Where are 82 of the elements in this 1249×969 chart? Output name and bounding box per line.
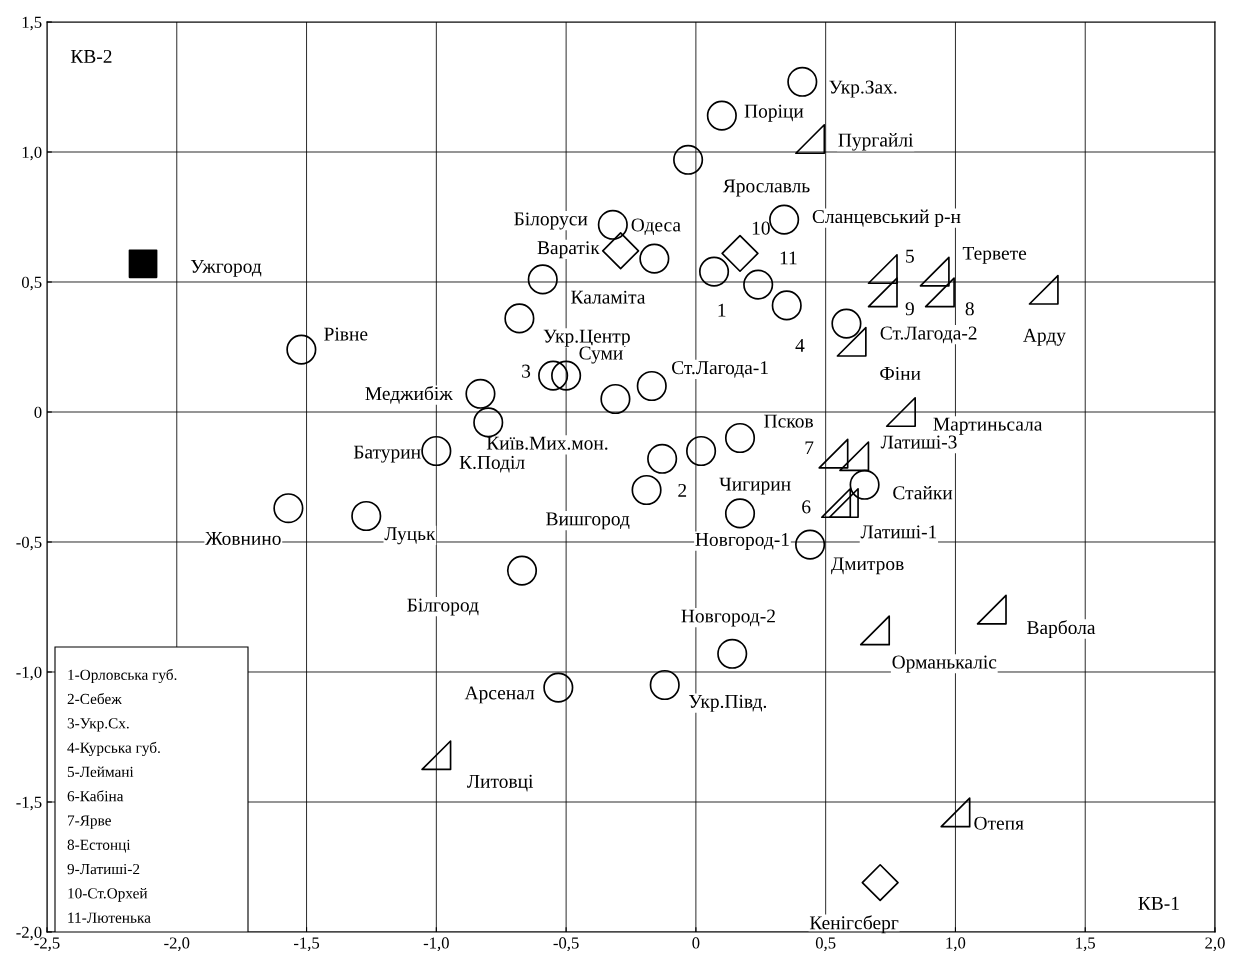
- annotation: Укр.Центр: [543, 329, 630, 347]
- x-tick-label: -1,0: [423, 937, 449, 951]
- annotation: Арсенал: [464, 686, 535, 704]
- annotation: 1-Орловська губ.: [68, 668, 177, 684]
- annotation: Орманькаліс: [892, 655, 997, 673]
- annotation: Кенігсберг: [809, 915, 899, 934]
- x-tick-label: 0: [692, 937, 700, 949]
- annotation: Ст.Лагода-2: [880, 326, 977, 344]
- annotation: Меджибіж: [365, 385, 453, 404]
- annotation: Луцьк: [384, 527, 436, 545]
- annotation: Варатік: [537, 241, 600, 259]
- annotation: Тервете: [962, 246, 1027, 264]
- x-tick-label: -2,0: [164, 937, 190, 951]
- annotation: Укр.Півд.: [688, 694, 767, 712]
- annotation: Чигирин: [719, 477, 791, 495]
- annotation: 11-Лютенька: [68, 912, 151, 923]
- y-tick-label: 0,5: [21, 276, 42, 291]
- annotation: Вишгород: [546, 512, 630, 530]
- annotation: Отепя: [974, 816, 1024, 830]
- annotation: 2: [678, 483, 687, 497]
- y-axis-title: КВ-2: [70, 49, 112, 63]
- y-tick-label: 1,5: [22, 16, 42, 31]
- y-tick-label: 0: [34, 406, 42, 418]
- annotation: Суми: [579, 346, 623, 364]
- annotation: Стайки: [893, 485, 953, 500]
- x-tick-label: 2,0: [1205, 937, 1225, 951]
- annotation: Пургайлі: [838, 133, 914, 151]
- annotation: 11: [780, 251, 797, 265]
- annotation: 7-Ярве: [68, 815, 111, 829]
- annotation: 1: [718, 303, 726, 317]
- annotation: Ст.Лагода-1: [672, 361, 768, 378]
- annotation: Псков: [764, 414, 813, 428]
- y-tick-label: -1,5: [16, 796, 42, 811]
- annotation: Дмитров: [831, 557, 904, 575]
- annotation: Одеса: [631, 218, 681, 236]
- annotation: Рівне: [324, 327, 368, 341]
- annotation: Білгород: [407, 598, 479, 616]
- annotation: Київ.Мих.мон.: [486, 436, 608, 450]
- x-tick-label: -0,5: [553, 937, 579, 951]
- annotation: Жовнино: [205, 532, 281, 546]
- annotation: 5-Леймані: [67, 766, 134, 778]
- x-tick-label: -1,5: [293, 937, 320, 951]
- annotation: Поріци: [744, 104, 804, 122]
- annotation: 3: [522, 364, 531, 378]
- annotation: 9: [905, 302, 914, 316]
- annotation: 10: [752, 221, 770, 235]
- annotation: Укр.Зах.: [829, 80, 897, 98]
- x-tick-label: 0,5: [815, 937, 836, 951]
- annotation: 4-Курська губ.: [67, 741, 160, 757]
- y-tick-label: -1,0: [16, 666, 42, 681]
- annotation: Литовці: [467, 774, 534, 792]
- annotation: Сланцевський р-н: [812, 209, 961, 228]
- annotation: Ужгород: [190, 259, 262, 277]
- annotation: Білоруси: [514, 212, 588, 230]
- annotation: Латиші-1: [860, 525, 937, 539]
- annotation: 6-Кабіна: [67, 790, 124, 802]
- annotation: Каламіта: [571, 290, 646, 304]
- x-tick-label: 1,5: [1076, 937, 1095, 951]
- annotation: Мартиньсала: [933, 417, 1043, 435]
- annotation: Фіни: [880, 366, 921, 380]
- annotation: 2-Себеж: [67, 693, 122, 705]
- annotation: Варбола: [1027, 620, 1096, 639]
- annotation: 3-Укр.Сх.: [67, 718, 129, 732]
- annotation: Ярославль: [722, 179, 810, 197]
- y-tick-label: 1,0: [22, 146, 42, 161]
- annotation: 8: [965, 302, 974, 316]
- x-tick-label: 1,0: [946, 937, 966, 951]
- y-tick-label: -0,5: [16, 536, 42, 551]
- annotation: 10-Ст.Орхей: [68, 887, 148, 902]
- annotation: 9-Латиші-2: [67, 863, 140, 875]
- annotation: 7: [805, 441, 814, 455]
- x-axis-title: КВ-1: [1138, 896, 1179, 910]
- annotation: Латиші-3: [880, 435, 957, 449]
- annotation: 4: [795, 338, 805, 352]
- annotation: Батурин: [353, 445, 421, 463]
- annotation: Новгород-2: [681, 609, 775, 627]
- annotation: К.Поділ: [459, 455, 525, 473]
- annotation: Новгород-1: [695, 533, 789, 550]
- annotation: 6: [802, 500, 811, 514]
- annotation: Арду: [1023, 328, 1066, 346]
- annotation: 8-Естонці: [67, 839, 131, 853]
- annotation: 5: [906, 249, 914, 263]
